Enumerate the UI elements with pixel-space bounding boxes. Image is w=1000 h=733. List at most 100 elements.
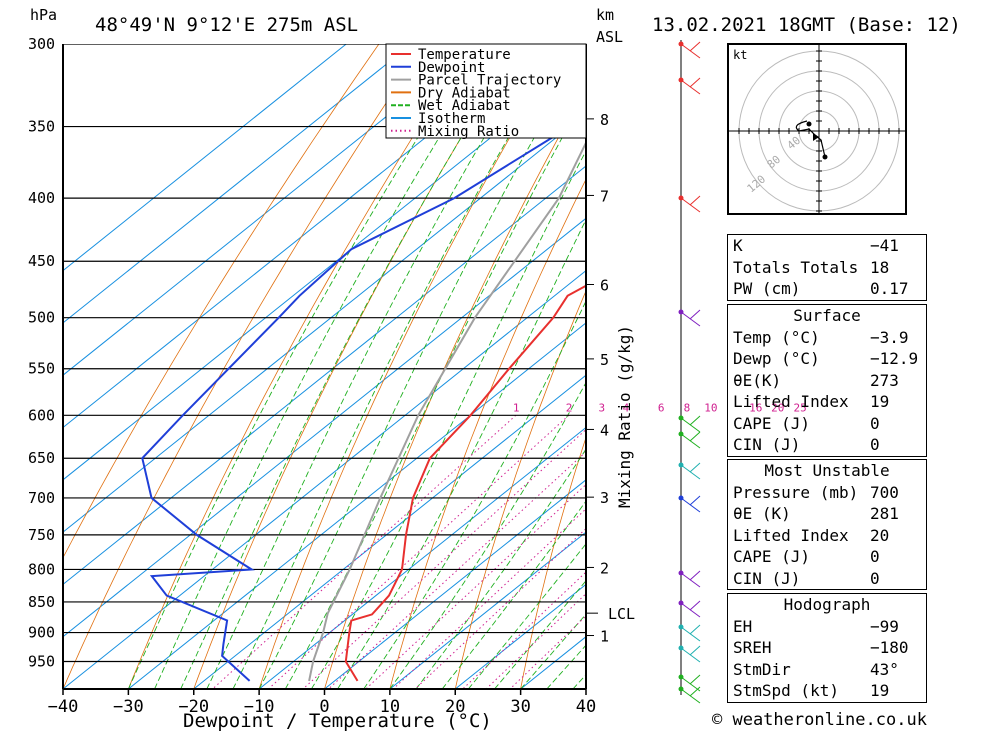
isotherm-line [63,60,586,481]
pressure-tick-label: 600 [28,406,55,424]
pressure-tick-label: 500 [28,309,55,327]
legend-label: Parcel Trajectory [418,73,561,89]
dewpoint-line [141,117,586,682]
hodograph-ring-label: 80 [765,153,784,171]
x-tick-label: −20 [178,697,209,717]
hodograph-unit: kt [733,48,747,62]
wind-barb-flag [689,462,701,473]
x-tick-label: −30 [113,697,144,717]
wind-barb-flag [689,41,701,52]
storm-speed: 19 [870,681,890,700]
wet-adiabat-line [467,543,586,689]
wind-barb-flag [689,77,701,88]
legend-label: Mixing Ratio [418,124,519,140]
wind-barb-flag [689,686,701,697]
mixing-ratio-line [462,571,586,689]
x-tick-label: 20 [445,697,465,717]
wind-barb-flag [689,495,701,506]
k-index: −41 [870,236,899,255]
mixing-ratio-label: 6 [658,401,665,414]
copyright: © weatheronline.co.uk [712,710,927,730]
wind-barb-flag [689,570,701,581]
hodograph: kt 40 80 120 [727,43,907,215]
wet-adiabat-line [232,44,564,689]
legend-label: Isotherm [418,111,485,127]
mixing-ratio-label: 8 [684,401,691,414]
mixing-ratio-label: 1 [513,401,520,414]
isotherm-line [63,269,586,689]
hpa-label: hPa [30,6,57,24]
wet-adiabat-line [127,44,478,689]
wet-adiabat-line [441,500,586,689]
lcl-label: LCL [608,605,635,623]
isotherm-line [63,44,478,376]
dry-adiabat-line [63,44,426,689]
pressure-tick-label: 800 [28,560,55,578]
mixing-ratio-line [268,414,570,689]
dry-adiabat-line [128,44,472,689]
km-tick-label: 3 [600,489,609,507]
pressure-tick-label: 400 [28,189,55,207]
isotherm-line [63,217,586,638]
sreh-value: −180 [870,638,909,657]
x-tick-label: 0 [319,697,329,717]
x-axis-label: Dewpoint / Temperature (°C) [183,710,492,732]
hodograph-point [806,121,812,127]
mu-cin: 0 [870,568,880,588]
pressure-tick-label: 750 [28,526,55,544]
wet-adiabat-line [389,381,586,689]
mixing-ratio-label: 4 [623,401,630,414]
km-label: km [596,6,614,24]
isotherm-line [258,426,586,689]
surface-dewp: −12.9 [870,349,919,368]
dry-adiabat-line [324,86,586,689]
km-tick-label: 7 [600,187,609,205]
storm-motion-marker [813,133,819,141]
location-title: 48°49'N 9°12'E 275m ASL [95,14,358,36]
wet-adiabat-line [258,46,586,689]
mixing-ratio-label: 10 [704,401,717,414]
wind-barb-flag [689,431,701,442]
wind-barb-flag [689,195,701,206]
datetime-title: 13.02.2021 18GMT (Base: 12) [652,14,961,36]
most-unstable-table: Most Unstable Pressure (mb) 700 θE (K) 281… [727,459,927,590]
mu-theta-e: 281 [870,504,899,523]
wet-adiabat-line [363,300,586,689]
isotherm-line [324,479,586,689]
hodograph-point [822,154,828,160]
x-tick-label: −10 [244,697,275,717]
pressure-tick-label: 450 [28,252,55,270]
wind-barb-flag [689,624,701,635]
parcel-trajectory-line [308,140,586,682]
hodograph-ring-label: 120 [745,173,769,196]
wind-barb-flag [689,309,701,320]
pressure-tick-label: 300 [28,35,55,53]
wind-barb-flag [689,415,701,426]
dry-adiabat-line [454,289,586,689]
mixing-ratio-label: 16 [749,401,762,414]
pressure-tick-label: 950 [28,653,55,671]
surface-cin: 0 [870,435,880,454]
isotherm-line [193,374,586,689]
wet-adiabat-line [284,93,586,689]
pressure-tick-label: 850 [28,593,55,611]
pressure-tick-label: 550 [28,360,55,378]
isotherm-line [63,44,347,272]
x-tick-label: −40 [48,697,79,717]
surface-table: Surface Temp (°C) −3.9 Dewp (°C) −12.9 θE(… [727,304,927,457]
storm-direction: 43° [870,659,899,679]
pressure-tick-label: 900 [28,624,55,642]
x-tick-label: 40 [576,697,596,717]
surface-cape: 0 [870,413,880,433]
dry-adiabat-line [258,44,565,689]
mixing-ratio-label: 3 [599,401,606,414]
mu-lifted-index: 20 [870,525,890,545]
km-tick-label: 2 [600,559,609,577]
mu-cape: 0 [870,547,880,566]
pressure-tick-label: 650 [28,449,55,467]
km-tick-label: 1 [600,628,609,646]
eh-value: −99 [870,616,899,636]
dry-adiabat-line [63,44,380,559]
isotherm-line [63,44,412,324]
